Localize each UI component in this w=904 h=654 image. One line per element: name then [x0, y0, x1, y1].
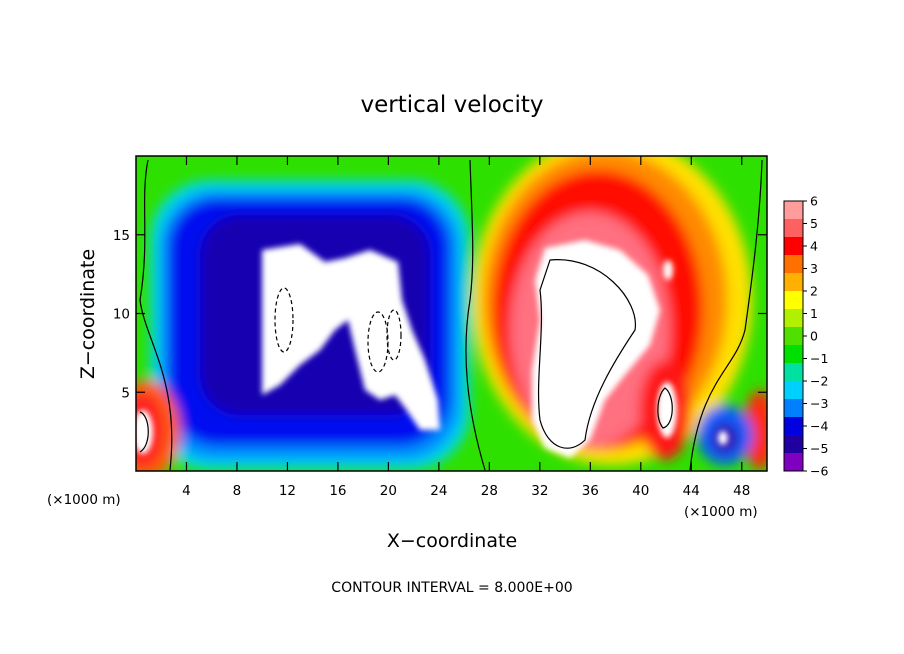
cell-right-blue-core	[718, 431, 728, 445]
colorbar-label: −1	[810, 351, 828, 366]
contour-lines	[139, 159, 763, 471]
updraft-core	[532, 240, 660, 458]
colorbar-swatch	[784, 417, 803, 436]
y-axis-label: Z−coordinate	[77, 249, 99, 379]
negative-contour-3	[386, 309, 402, 361]
x-tick-label: 4	[182, 483, 191, 499]
colorbar: 6 5 4 3 2 1 0 −1 −2 −3 −4 −5 −6	[783, 194, 828, 479]
contour-lines-dashed	[274, 287, 402, 373]
colorbar-label: −2	[810, 374, 828, 389]
colorbar-label: −6	[810, 464, 828, 479]
colorbar-label: 1	[810, 306, 818, 321]
colorbar-label: 6	[810, 194, 818, 209]
x-tick-label: 40	[632, 483, 649, 499]
colorbar-swatch	[784, 363, 803, 382]
x-tick-label: 36	[582, 483, 599, 499]
cell-left-core	[136, 410, 153, 454]
negative-contour-2	[367, 311, 389, 373]
colorbar-swatch	[784, 237, 803, 256]
x-unit-right: (×1000 m)	[684, 504, 758, 520]
cell-right-core	[657, 382, 677, 438]
positive-contour-updraft	[537, 259, 636, 449]
colorbar-swatch	[784, 255, 803, 274]
y-tick-label: 5	[121, 385, 130, 401]
colorbar-label: 5	[810, 216, 818, 231]
x-tick-label: 44	[683, 483, 700, 499]
x-unit-left: (×1000 m)	[47, 492, 121, 508]
colorbar-label: 2	[810, 284, 818, 299]
colorbar-label: 4	[810, 239, 818, 254]
negative-contour-1	[274, 287, 294, 353]
colorbar-swatch	[784, 345, 803, 364]
cell-right-red-2	[744, 390, 767, 470]
x-axis-label: X−coordinate	[387, 530, 517, 552]
y-tick-label: 15	[113, 228, 130, 244]
colorbar-swatch	[784, 219, 803, 238]
zero-contour-mid	[465, 159, 486, 471]
zero-contour-right	[689, 159, 763, 471]
x-tick-label: 48	[733, 483, 750, 499]
y-axis-ticks: 5 10 15	[113, 228, 767, 401]
colorbar-swatch	[784, 399, 803, 418]
colorbar-swatch	[784, 435, 803, 454]
x-tick-label: 20	[380, 483, 397, 499]
colorbar-label: 0	[810, 329, 818, 344]
y-tick-label: 10	[113, 307, 130, 323]
chart-title: vertical velocity	[361, 92, 544, 118]
x-tick-label: 24	[430, 483, 447, 499]
colorbar-swatch	[784, 309, 803, 328]
cell-right-top-core	[663, 260, 673, 280]
zero-contour-left	[139, 159, 173, 471]
plot-area	[136, 156, 767, 471]
colorbar-label: 3	[810, 261, 818, 276]
positive-contour-right	[657, 387, 673, 429]
x-tick-label: 16	[329, 483, 346, 499]
contour-interval-note: CONTOUR INTERVAL = 8.000E+00	[331, 580, 572, 596]
colorbar-label: −5	[810, 441, 828, 456]
x-tick-label: 32	[531, 483, 548, 499]
downdraft-core	[262, 244, 440, 430]
colorbar-label: −4	[810, 419, 828, 434]
colorbar-swatch	[784, 327, 803, 346]
x-axis-ticks: 4 8 12 16 20 24 28 32 36 40 44 48	[182, 156, 750, 499]
x-tick-label: 8	[233, 483, 242, 499]
colorbar-swatch	[784, 453, 803, 472]
x-tick-label: 28	[481, 483, 498, 499]
colorbar-swatch	[784, 291, 803, 310]
colorbar-swatch	[784, 381, 803, 400]
colorbar-label: −3	[810, 396, 828, 411]
colorbar-swatch	[784, 201, 803, 220]
x-tick-label: 12	[279, 483, 296, 499]
colorbar-swatch	[784, 273, 803, 292]
positive-contour-left	[139, 411, 149, 453]
